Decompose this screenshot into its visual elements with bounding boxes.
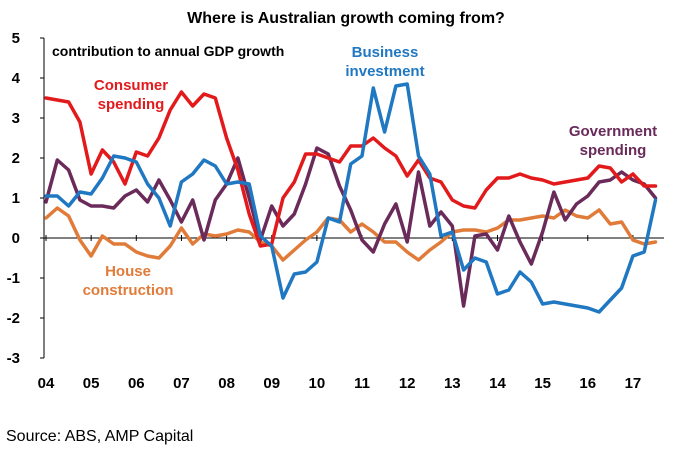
y-tick-label: -3 xyxy=(7,350,20,367)
y-tick-label: 3 xyxy=(12,110,20,127)
y-ticks: 5 4 3 2 1 0 -1 -2 -3 xyxy=(7,30,44,367)
x-tick-label: 13 xyxy=(444,375,461,392)
business-series-line xyxy=(44,82,658,314)
y-tick-label: 1 xyxy=(12,190,20,207)
house-series-line xyxy=(44,206,658,262)
consumer-label-line2: spending xyxy=(98,96,165,113)
y-tick-label: -1 xyxy=(7,270,20,287)
government-label-line2: spending xyxy=(580,142,647,159)
consumer-series-line xyxy=(44,90,658,248)
chart-subtitle: contribution to annual GDP growth xyxy=(52,43,284,59)
y-tick-label: 0 xyxy=(12,230,20,247)
x-tick-label: 16 xyxy=(579,375,596,392)
y-tick-label: -2 xyxy=(7,310,20,327)
x-tick-label: 09 xyxy=(263,375,280,392)
government-label-line1: Government xyxy=(569,123,657,140)
business-label-line1: Business xyxy=(352,44,419,61)
x-tick-label: 12 xyxy=(399,375,416,392)
x-tick-label: 06 xyxy=(128,375,145,392)
x-tick-label: 10 xyxy=(309,375,326,392)
x-tick-label: 07 xyxy=(173,375,190,392)
business-label-line2: investment xyxy=(345,63,424,80)
x-tick-label: 04 xyxy=(38,375,55,392)
x-tick-label: 11 xyxy=(354,375,370,392)
x-tick-label: 08 xyxy=(218,375,235,392)
x-tick-label: 15 xyxy=(534,375,551,392)
government-series-line xyxy=(44,146,658,308)
chart-title: Where is Australian growth coming from? xyxy=(187,10,505,27)
y-tick-label: 2 xyxy=(12,150,20,167)
house-label-line1: House xyxy=(105,263,151,280)
y-tick-label: 5 xyxy=(12,30,20,47)
consumer-label-line1: Consumer xyxy=(94,77,168,94)
x-tick-label: 05 xyxy=(83,375,100,392)
x-tick-label: 17 xyxy=(625,375,642,392)
x-tick-label: 14 xyxy=(489,375,506,392)
house-label-line2: construction xyxy=(83,282,174,299)
y-tick-label: 4 xyxy=(12,70,21,87)
series-lines xyxy=(44,82,658,314)
x-ticks: 04 05 06 07 08 09 10 11 12 13 14 15 16 17 xyxy=(38,235,642,392)
source-note: Source: ABS, AMP Capital xyxy=(6,428,193,445)
